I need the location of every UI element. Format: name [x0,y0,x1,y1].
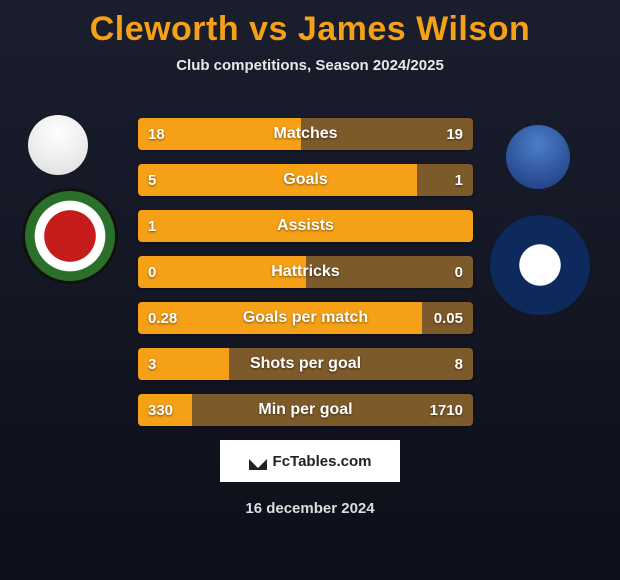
date-label: 16 december 2024 [0,500,620,517]
stat-right-value: 8 [455,348,463,380]
chart-icon [249,452,267,470]
stat-row: 0Hattricks0 [138,256,473,288]
page-title: Cleworth vs James Wilson [0,0,620,49]
stat-label: Min per goal [138,394,473,426]
player-right-photo [506,125,570,189]
stat-row: 5Goals1 [138,164,473,196]
stat-row: 18Matches19 [138,118,473,150]
stat-label: Assists [138,210,473,242]
watermark-text: FcTables.com [273,453,372,470]
stat-label: Shots per goal [138,348,473,380]
stat-row: 1Assists [138,210,473,242]
stat-right-value: 0 [455,256,463,288]
stat-label: Matches [138,118,473,150]
club-left-badge [22,188,118,284]
stat-label: Goals [138,164,473,196]
stat-row: 0.28Goals per match0.05 [138,302,473,334]
stat-right-value: 0.05 [434,302,463,334]
player-left-photo [28,115,88,175]
stat-row: 3Shots per goal8 [138,348,473,380]
stat-label: Goals per match [138,302,473,334]
club-right-badge [490,215,590,315]
stat-right-value: 1710 [430,394,463,426]
stats-bars: 18Matches195Goals11Assists0Hattricks00.2… [138,118,473,440]
stat-label: Hattricks [138,256,473,288]
stat-right-value: 1 [455,164,463,196]
page-subtitle: Club competitions, Season 2024/2025 [0,57,620,74]
watermark: FcTables.com [220,440,400,482]
stat-row: 330Min per goal1710 [138,394,473,426]
stat-right-value: 19 [446,118,463,150]
